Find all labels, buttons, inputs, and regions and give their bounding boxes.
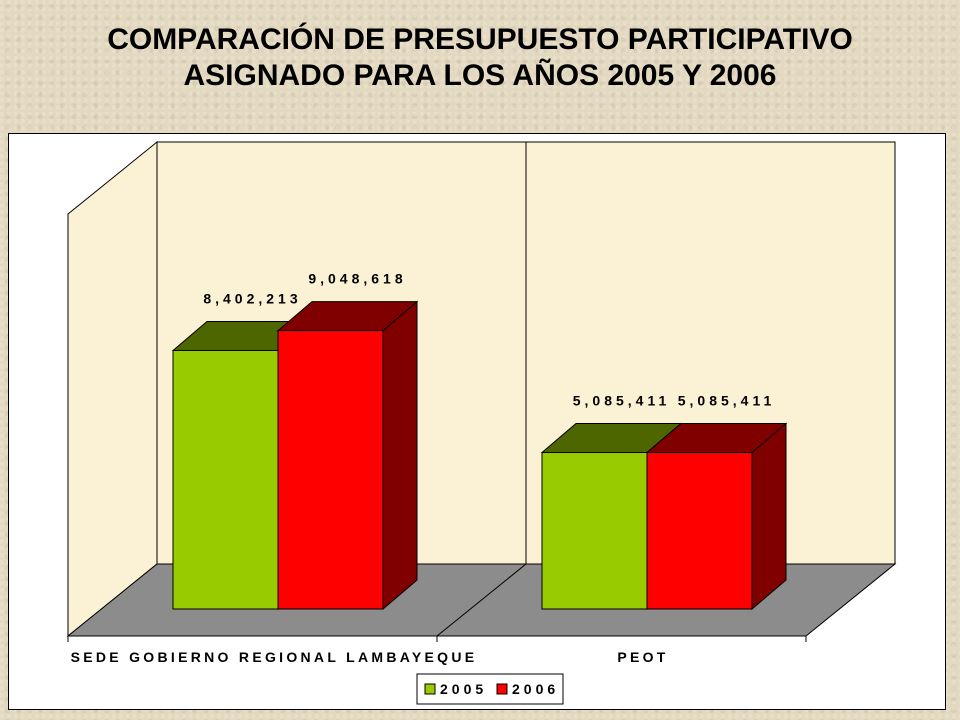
bar-2006-1: [645, 422, 788, 611]
bar-chart: 8,402,213 9,048,618 5,085,411 5,085,411 SED…: [66, 140, 897, 705]
bar-2006-0: [276, 300, 419, 611]
bar-front-face: [541, 452, 648, 610]
legend-box: [416, 673, 564, 705]
floor-divider: [436, 563, 527, 637]
bar-front-face: [172, 349, 279, 610]
slide-title: COMPARACIÓN DE PRESUPUESTO PARTICIPATIVO…: [0, 22, 960, 94]
bar-front-face: [646, 452, 753, 610]
data-label: 5,085,411: [573, 393, 671, 409]
legend-swatch-2005: [424, 683, 436, 695]
value-labels-layer: 8,402,213 9,048,618 5,085,411 5,085,411: [203, 271, 776, 409]
bar-front-face: [277, 330, 384, 610]
side-wall: [67, 140, 158, 638]
bars-layer: [171, 300, 788, 611]
chart-frame: 8,402,213 9,048,618 5,085,411 5,085,411 SED…: [8, 133, 946, 710]
bar-side-face: [382, 300, 418, 611]
legend-swatch-2006: [496, 683, 508, 695]
legend-label-2005: 2005: [440, 681, 487, 697]
data-label: 5,085,411: [678, 393, 776, 409]
bar-side-face: [751, 422, 787, 611]
title-line-1: COMPARACIÓN DE PRESUPUESTO PARTICIPATIVO: [107, 23, 853, 56]
x-tick-label: SEDE GOBIERNO REGIONAL LAMBAYEQUE: [71, 649, 478, 665]
legend-label-2006: 2006: [512, 681, 559, 697]
chart-legend: 2005 2006: [416, 673, 564, 705]
data-label: 8,402,213: [203, 290, 301, 306]
x-tick-label: PEOT: [617, 649, 668, 665]
category-labels-layer: SEDE GOBIERNO REGIONAL LAMBAYEQUE PEOT: [71, 649, 668, 665]
title-line-2: ASIGNADO PARA LOS AÑOS 2005 Y 2006: [183, 59, 777, 92]
data-label: 9,048,618: [308, 271, 406, 287]
